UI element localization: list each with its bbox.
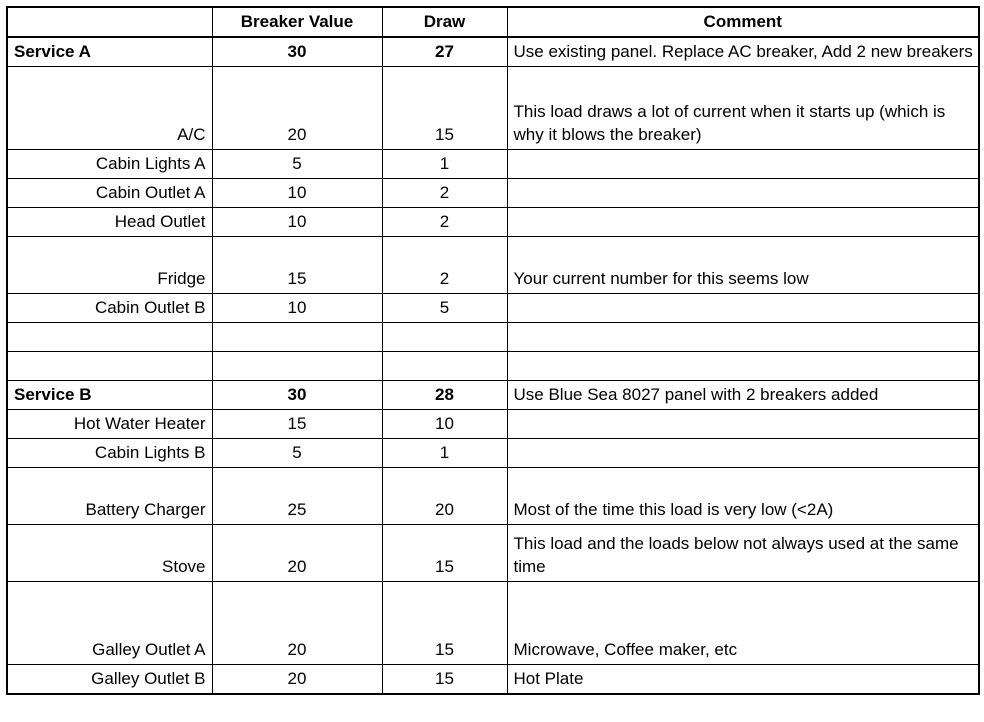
breaker-value-cell: 20: [212, 582, 382, 665]
table-row: Service B3028Use Blue Sea 8027 panel wit…: [7, 381, 979, 410]
empty-cell: [7, 352, 212, 381]
table-row: Cabin Outlet A102: [7, 179, 979, 208]
draw-value-cell: 15: [382, 665, 507, 695]
item-name-cell: Battery Charger: [7, 468, 212, 525]
empty-cell: [382, 352, 507, 381]
breaker-value-cell: 15: [212, 237, 382, 294]
breaker-value-cell: 20: [212, 665, 382, 695]
comment-cell: Hot Plate: [507, 665, 979, 695]
table-row: Galley Outlet A2015Microwave, Coffee mak…: [7, 582, 979, 665]
draw-value-cell: 2: [382, 237, 507, 294]
item-name-cell: Galley Outlet A: [7, 582, 212, 665]
section-name-cell: Service B: [7, 381, 212, 410]
empty-cell: [507, 352, 979, 381]
item-name-cell: Cabin Lights B: [7, 439, 212, 468]
item-name-cell: Fridge: [7, 237, 212, 294]
table-row: Galley Outlet B2015Hot Plate: [7, 665, 979, 695]
table-row: Cabin Lights A51: [7, 150, 979, 179]
item-name-cell: Cabin Lights A: [7, 150, 212, 179]
comment-cell: [507, 208, 979, 237]
table-row: Fridge152Your current number for this se…: [7, 237, 979, 294]
item-name-cell: Hot Water Heater: [7, 410, 212, 439]
col-header-comment: Comment: [507, 7, 979, 37]
comment-cell: [507, 179, 979, 208]
table-row: Stove2015This load and the loads below n…: [7, 525, 979, 582]
col-header-breaker: Breaker Value: [212, 7, 382, 37]
item-name-cell: A/C: [7, 67, 212, 150]
col-header-draw: Draw: [382, 7, 507, 37]
breaker-value-cell: 25: [212, 468, 382, 525]
draw-value-cell: 2: [382, 179, 507, 208]
draw-value-cell: 1: [382, 150, 507, 179]
table-row: Head Outlet102: [7, 208, 979, 237]
comment-cell: This load and the loads below not always…: [507, 525, 979, 582]
breaker-value-cell: 10: [212, 208, 382, 237]
item-name-cell: Cabin Outlet B: [7, 294, 212, 323]
empty-cell: [212, 323, 382, 352]
item-name-cell: Cabin Outlet A: [7, 179, 212, 208]
draw-value-cell: 1: [382, 439, 507, 468]
breaker-value-cell: 5: [212, 150, 382, 179]
comment-cell: Use Blue Sea 8027 panel with 2 breakers …: [507, 381, 979, 410]
draw-value-cell: 28: [382, 381, 507, 410]
item-name-cell: Galley Outlet B: [7, 665, 212, 695]
breaker-value-cell: 30: [212, 381, 382, 410]
table-row: Cabin Outlet B105: [7, 294, 979, 323]
breaker-value-cell: 15: [212, 410, 382, 439]
empty-cell: [507, 323, 979, 352]
empty-cell: [382, 323, 507, 352]
comment-cell: Most of the time this load is very low (…: [507, 468, 979, 525]
comment-cell: [507, 150, 979, 179]
comment-cell: [507, 410, 979, 439]
header-row: Breaker Value Draw Comment: [7, 7, 979, 37]
col-header-blank: [7, 7, 212, 37]
table-row: Battery Charger2520Most of the time this…: [7, 468, 979, 525]
comment-cell: Use existing panel. Replace AC breaker, …: [507, 37, 979, 67]
breaker-value-cell: 5: [212, 439, 382, 468]
draw-value-cell: 15: [382, 582, 507, 665]
draw-value-cell: 10: [382, 410, 507, 439]
breaker-value-cell: 10: [212, 294, 382, 323]
comment-cell: Your current number for this seems low: [507, 237, 979, 294]
draw-value-cell: 20: [382, 468, 507, 525]
breaker-value-cell: 20: [212, 67, 382, 150]
table-row: [7, 323, 979, 352]
breaker-load-table: Breaker Value Draw Comment Service A3027…: [6, 6, 980, 695]
draw-value-cell: 15: [382, 525, 507, 582]
item-name-cell: Stove: [7, 525, 212, 582]
comment-cell: [507, 439, 979, 468]
draw-value-cell: 2: [382, 208, 507, 237]
draw-value-cell: 5: [382, 294, 507, 323]
breaker-value-cell: 30: [212, 37, 382, 67]
breaker-value-cell: 20: [212, 525, 382, 582]
table-row: [7, 352, 979, 381]
comment-cell: Microwave, Coffee maker, etc: [507, 582, 979, 665]
comment-cell: This load draws a lot of current when it…: [507, 67, 979, 150]
item-name-cell: Head Outlet: [7, 208, 212, 237]
draw-value-cell: 27: [382, 37, 507, 67]
section-name-cell: Service A: [7, 37, 212, 67]
comment-cell: [507, 294, 979, 323]
draw-value-cell: 15: [382, 67, 507, 150]
table-row: Service A3027Use existing panel. Replace…: [7, 37, 979, 67]
breaker-value-cell: 10: [212, 179, 382, 208]
table-row: Hot Water Heater1510: [7, 410, 979, 439]
empty-cell: [7, 323, 212, 352]
table-row: Cabin Lights B51: [7, 439, 979, 468]
table-row: A/C2015This load draws a lot of current …: [7, 67, 979, 150]
empty-cell: [212, 352, 382, 381]
